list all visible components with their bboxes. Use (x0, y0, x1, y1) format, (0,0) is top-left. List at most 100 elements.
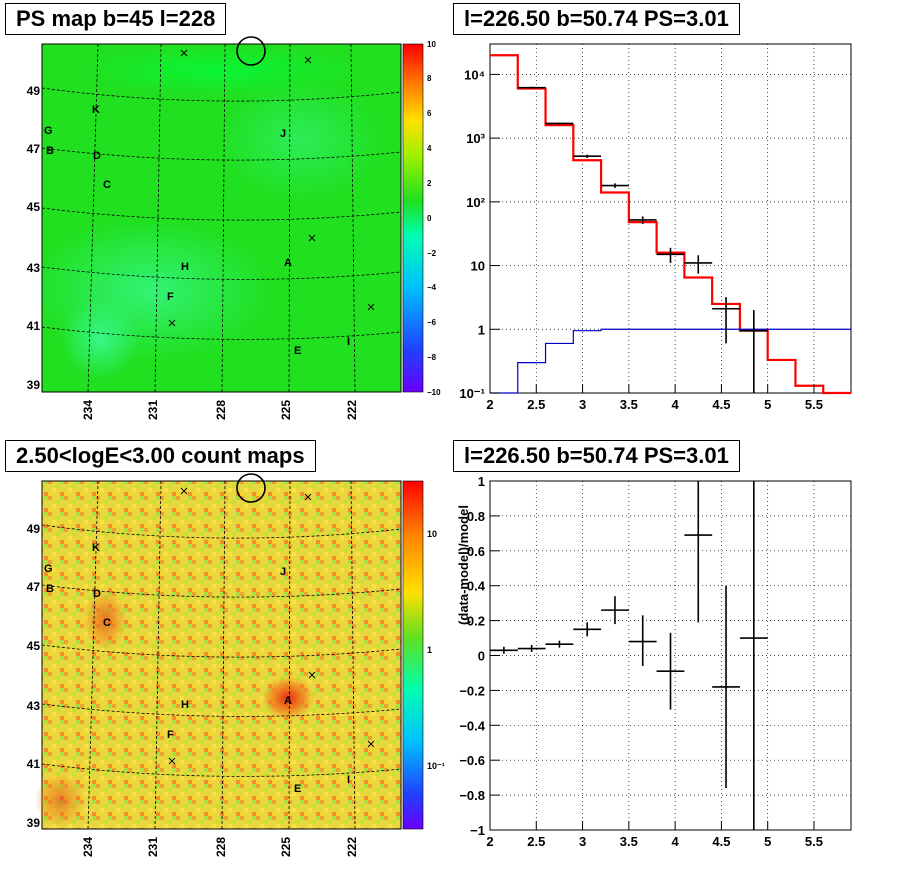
lat-axis-labels: 49 47 45 43 41 39 (27, 84, 41, 392)
residual-x-tick-label: 4 (672, 834, 680, 849)
count-map-hotspot (83, 590, 127, 650)
count-map-title: 2.50<logE<3.00 count maps (5, 440, 316, 472)
source-label: J (280, 566, 286, 578)
colorbar-label: 6 (427, 109, 432, 118)
colorbar-label: −10 (427, 388, 441, 397)
residual-series (490, 481, 768, 830)
residual-x-tick-label: 3.5 (620, 834, 638, 849)
lat-label: 47 (27, 580, 41, 594)
lon-label: 234 (81, 400, 95, 420)
roi-circle (236, 36, 266, 66)
spectrum-y-tick-label: 10 (471, 259, 485, 274)
lon-label: 234 (81, 837, 95, 857)
lat-label: 49 (27, 522, 41, 536)
colorbar-label: 1 (427, 645, 432, 655)
source-label: H (181, 261, 189, 273)
spectrum-x-tick-label: 3 (579, 397, 586, 412)
spectrum-x-tick-label: 3.5 (620, 397, 638, 412)
count-map-graticule (41, 480, 402, 830)
source-label: H (181, 699, 189, 711)
lon-label: 222 (345, 400, 359, 420)
spectrum-y-tick-label: 10⁴ (464, 67, 485, 82)
source-label: B (46, 145, 54, 157)
count-map-area[interactable] (41, 480, 402, 830)
lat-label: 49 (27, 84, 41, 98)
residual-y-tick-label: −0.2 (459, 683, 485, 698)
source-label: E (294, 345, 301, 357)
lat-label: 39 (27, 378, 41, 392)
lat-label: 43 (27, 699, 41, 713)
count-map-panel: K G B D C J H A F E I 49 47 45 43 41 39 … (27, 473, 445, 857)
source-label: F (167, 729, 174, 741)
residual-x-tick-label: 5.5 (805, 834, 823, 849)
residual-x-tick-label: 2 (486, 834, 493, 849)
lon-label: 228 (214, 837, 228, 857)
source-label: E (294, 783, 301, 795)
lon-label: 231 (146, 837, 160, 857)
residual-y-tick-label: −1 (470, 823, 485, 838)
lat-label: 41 (27, 319, 41, 333)
residual-y-tick-label: 0.6 (467, 544, 485, 559)
source-label: A (284, 695, 292, 707)
spectrum-x-tick-label: 4.5 (712, 397, 730, 412)
residual-x-tick-label: 4.5 (712, 834, 730, 849)
residual-ylabel: (data-model)/model (456, 505, 471, 625)
colorbar-label: 10 (427, 40, 436, 49)
lon-axis-labels: 234 231 228 225 222 (81, 837, 359, 857)
residual-y-tick-label: 0.8 (467, 509, 485, 524)
lat-label: 41 (27, 757, 41, 771)
count-map-hotspot (35, 772, 85, 828)
lon-axis-labels: 234 231 228 225 222 (81, 400, 359, 420)
lat-label: 39 (27, 816, 41, 830)
source-label: G (44, 125, 53, 137)
source-label: K (92, 542, 100, 554)
colorbar-label: −2 (427, 249, 437, 258)
source-label: C (103, 179, 111, 191)
residual-y-tick-label: −0.6 (459, 753, 485, 768)
ps-colorbar (402, 43, 424, 393)
spectrum-x-tick-label: 5.5 (805, 397, 823, 412)
lat-axis-labels: 49 47 45 43 41 39 (27, 522, 41, 830)
count-colorbar (402, 480, 424, 830)
source-label: J (280, 128, 286, 140)
ps-map-panel: K G B D C J H A F E I 49 47 45 43 41 39 … (27, 36, 441, 420)
spectrum-title: l=226.50 b=50.74 PS=3.01 (453, 3, 740, 35)
colorbar-label: 4 (427, 144, 432, 153)
spectrum-plot: 2 2.5 3 3.5 4 4.5 5 5.5 10⁻¹ 1 10 10² 10³ 10⁴ (459, 43, 852, 412)
spectrum-x-tick-label: 5 (764, 397, 771, 412)
colorbar-label: 0 (427, 214, 432, 223)
ps-map-title: PS map b=45 l=228 (5, 3, 227, 35)
residual-x-tick-label: 5 (764, 834, 771, 849)
source-label: G (44, 563, 53, 575)
source-label: A (284, 257, 292, 269)
colorbar-label: −8 (427, 353, 437, 362)
source-labels: K G B D C J H A F E I (44, 542, 350, 795)
ps-colorbar-labels: 10 8 6 4 2 0 −2 −4 −6 −8 −10 (427, 40, 441, 397)
spectrum-x-tick-label: 2 (486, 397, 493, 412)
residual-y-tick-label: −0.4 (459, 718, 485, 733)
ps-map-graticule (41, 43, 402, 393)
ps-map-blob (220, 80, 380, 200)
roi-circle (236, 473, 266, 503)
residual-y-tick-label: 0.2 (467, 614, 485, 629)
spectrum-plot-frame[interactable] (489, 43, 852, 394)
source-label: I (347, 336, 350, 348)
colorbar-label: −4 (427, 283, 437, 292)
lon-label: 222 (345, 837, 359, 857)
residual-x-tick-label: 3 (579, 834, 586, 849)
lat-label: 45 (27, 200, 41, 214)
colorbar-label: 8 (427, 74, 432, 83)
residual-y-tick-label: 0 (478, 649, 485, 664)
residual-y-tick-label: −0.8 (459, 788, 485, 803)
source-label: D (93, 150, 101, 162)
lat-label: 47 (27, 142, 41, 156)
ps-map-blob (80, 45, 360, 95)
residual-plot: 2 2.5 3 3.5 4 4.5 5 5.5 −1 −0.8 −0.6 −0.4 −0.2 0 0.2 0.… (456, 474, 852, 849)
source-label: D (93, 588, 101, 600)
residual-axes: 2 2.5 3 3.5 4 4.5 5 5.5 −1 −0.8 −0.6 −0.4 −0.2 0 0.2 0.… (459, 474, 823, 849)
source-label: I (347, 774, 350, 786)
source-label: K (92, 104, 100, 116)
spectrum-x-tick-label: 2.5 (527, 397, 545, 412)
colorbar-label: 10 (427, 529, 437, 539)
